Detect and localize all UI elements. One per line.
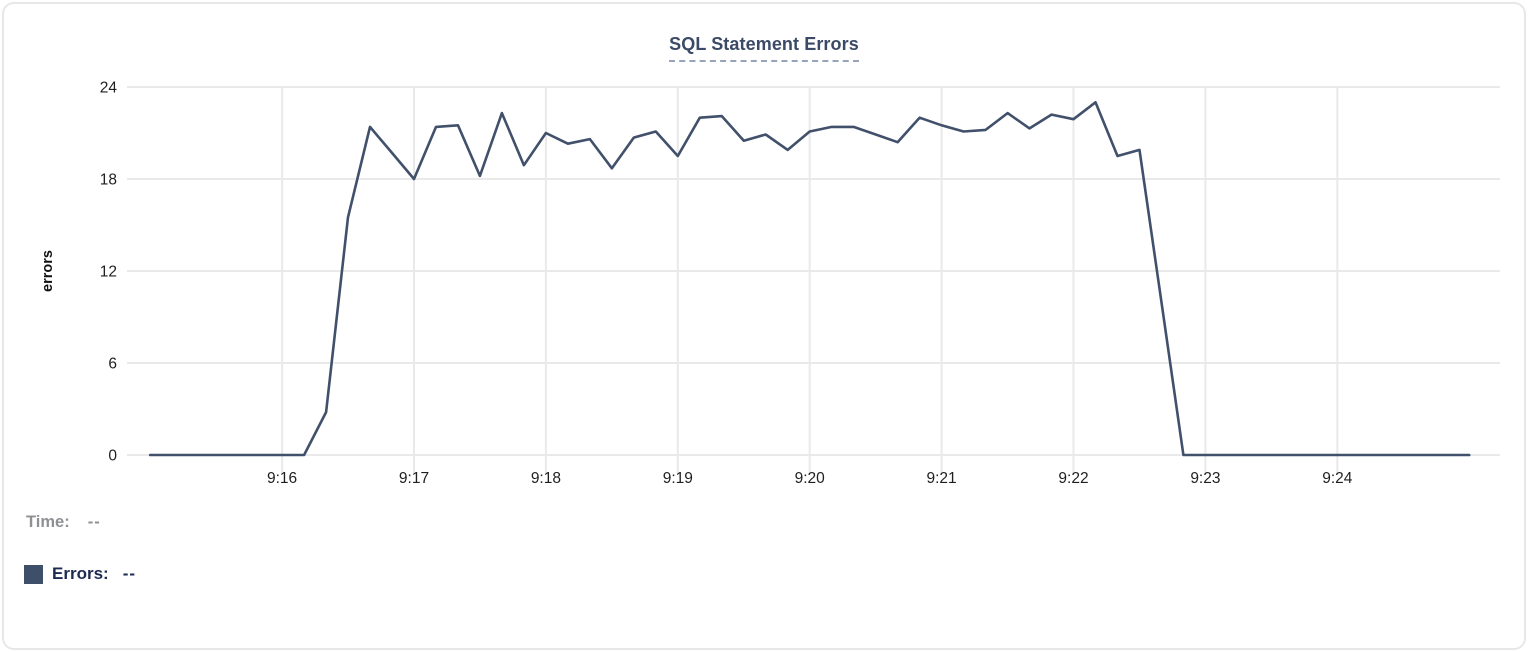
errors-series-swatch [24, 564, 43, 584]
x-tick-label: 9:23 [1190, 470, 1220, 487]
x-tick-label: 9:19 [663, 470, 693, 487]
y-tick-label: 24 [100, 80, 118, 97]
legend-errors-row: Errors: -- [24, 564, 136, 584]
errors-series-line [148, 100, 1471, 457]
x-tick-label: 9:24 [1322, 470, 1353, 487]
chart-title-row: SQL Statement Errors [4, 34, 1524, 62]
x-tick-label: 9:17 [399, 470, 429, 487]
tooltip-time-label: Time: [26, 513, 70, 531]
y-tick-label: 18 [100, 172, 117, 189]
legend-errors-label: Errors: [52, 564, 109, 583]
y-tick-label: 12 [100, 264, 117, 281]
tooltip-time-row: Time: -- [26, 513, 101, 532]
y-tick-label: 6 [108, 356, 117, 373]
chart-title[interactable]: SQL Statement Errors [669, 34, 859, 62]
tooltip-time-value: -- [87, 513, 101, 531]
x-tick-label: 9:20 [795, 470, 826, 487]
errors-line-chart: 0 6 12 18 24 9:16 9:17 9:18 9:19 9:20 9:21 9:22 9:23… [40, 80, 1500, 487]
y-tick-label: 0 [108, 448, 117, 465]
x-tick-label: 9:21 [927, 470, 957, 487]
x-tick-label: 9:18 [531, 470, 561, 487]
y-axis-label: errors [40, 250, 56, 292]
x-tick-label: 9:16 [267, 470, 297, 487]
tooltip-errors-value: -- [122, 564, 137, 583]
x-tick-label: 9:22 [1058, 470, 1088, 487]
